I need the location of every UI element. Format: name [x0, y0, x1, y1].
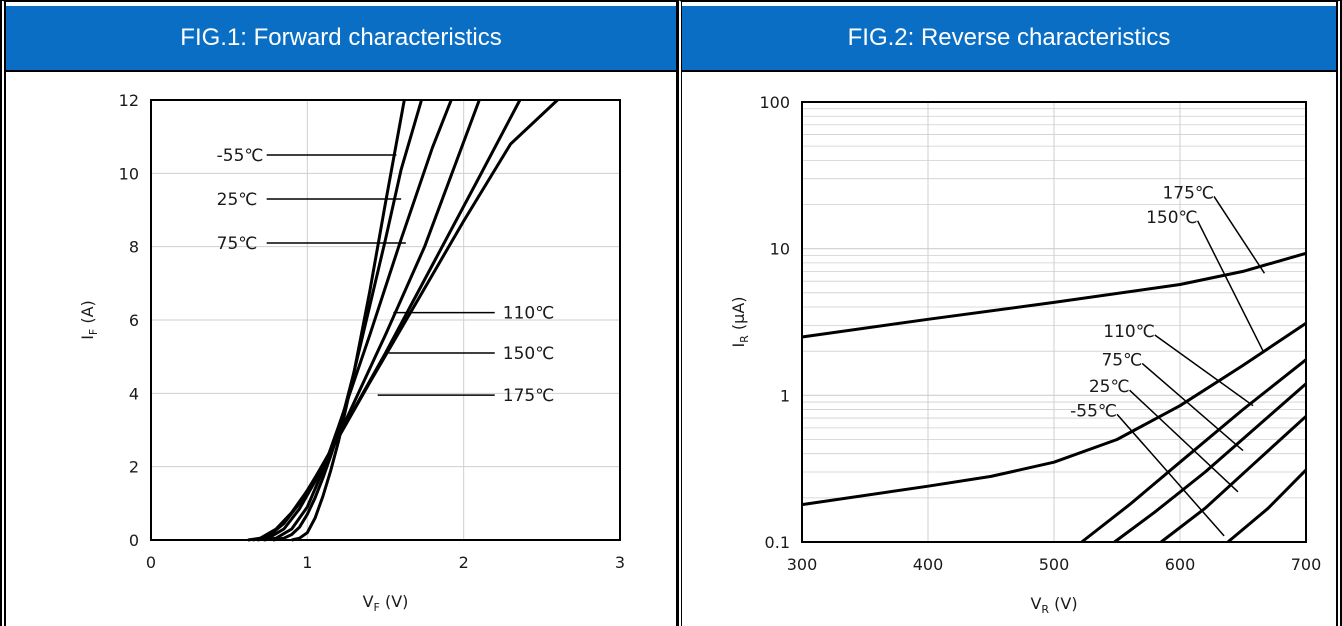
series-line--55℃	[291, 99, 406, 542]
annotation-label: 25℃	[217, 190, 258, 210]
x-tick-label: 2	[459, 553, 469, 572]
y-axis-label: IF (A)	[78, 300, 100, 340]
y-tick-label: 100	[759, 93, 790, 112]
y-tick-label: 4	[129, 384, 139, 403]
annotation-label: 75℃	[1101, 350, 1142, 370]
series-line-110℃	[1080, 358, 1307, 544]
x-tick-label: 600	[1165, 555, 1196, 574]
y-tick-label: 10	[119, 164, 139, 183]
annotation-label: 110℃	[503, 304, 555, 324]
y-tick-label: 6	[129, 311, 139, 330]
plot-frame	[801, 101, 1307, 543]
y-tick-label: 8	[129, 238, 139, 257]
annotation-label: 150℃	[1146, 208, 1198, 228]
panel-title-forward: FIG.1: Forward characteristics	[6, 6, 676, 72]
annotation-label: 175℃	[1162, 183, 1214, 203]
panel-title-reverse: FIG.2: Reverse characteristics	[682, 6, 1336, 72]
annotation-label: 110℃	[1103, 322, 1155, 342]
y-tick-label: 10	[770, 240, 790, 259]
annotation-label: 175℃	[503, 386, 555, 406]
annotation-leader	[1196, 220, 1264, 352]
series-line-25℃	[1160, 415, 1308, 544]
x-tick-label: 500	[1039, 555, 1070, 574]
chart-panel-forward: FIG.1: Forward characteristics	[0, 0, 678, 626]
series-line-150℃	[801, 322, 1307, 507]
x-tick-label: 400	[913, 555, 944, 574]
annotation-label: 25℃	[1089, 377, 1130, 397]
annotation-leader	[1129, 389, 1239, 493]
y-tick-label: 12	[119, 91, 139, 110]
x-axis-label: VF (V)	[363, 592, 409, 614]
x-tick-label: 3	[615, 553, 625, 572]
series-line-175℃	[801, 251, 1307, 339]
annotation-leader	[1141, 362, 1244, 452]
y-tick-label: 1	[780, 386, 790, 405]
x-axis-label: VR (V)	[1030, 594, 1077, 616]
plot-frame	[150, 99, 621, 541]
annotation-leader	[1116, 413, 1225, 537]
series-line-75℃	[1113, 382, 1307, 544]
annotation-label: -55℃	[217, 146, 264, 166]
annotation-label: -55℃	[1070, 401, 1117, 421]
y-axis-label: IR (μA)	[729, 296, 751, 347]
x-tick-label: 0	[146, 553, 156, 572]
series-line-175℃	[247, 98, 559, 542]
series-line--55℃	[1226, 468, 1308, 544]
series-line-25℃	[272, 99, 423, 542]
x-tick-label: 1	[302, 553, 312, 572]
y-tick-label: 2	[129, 458, 139, 477]
annotation-label: 75℃	[217, 234, 258, 254]
annotation-leader	[1154, 334, 1254, 407]
y-tick-label: 0	[129, 531, 139, 550]
x-tick-label: 700	[1291, 555, 1322, 574]
chart-panel-reverse: FIG.2: Reverse characteristics	[678, 0, 1342, 626]
x-tick-label: 300	[787, 555, 818, 574]
annotation-label: 150℃	[503, 344, 555, 364]
y-tick-label: 0.1	[765, 533, 790, 552]
annotation-leader	[1213, 196, 1266, 274]
